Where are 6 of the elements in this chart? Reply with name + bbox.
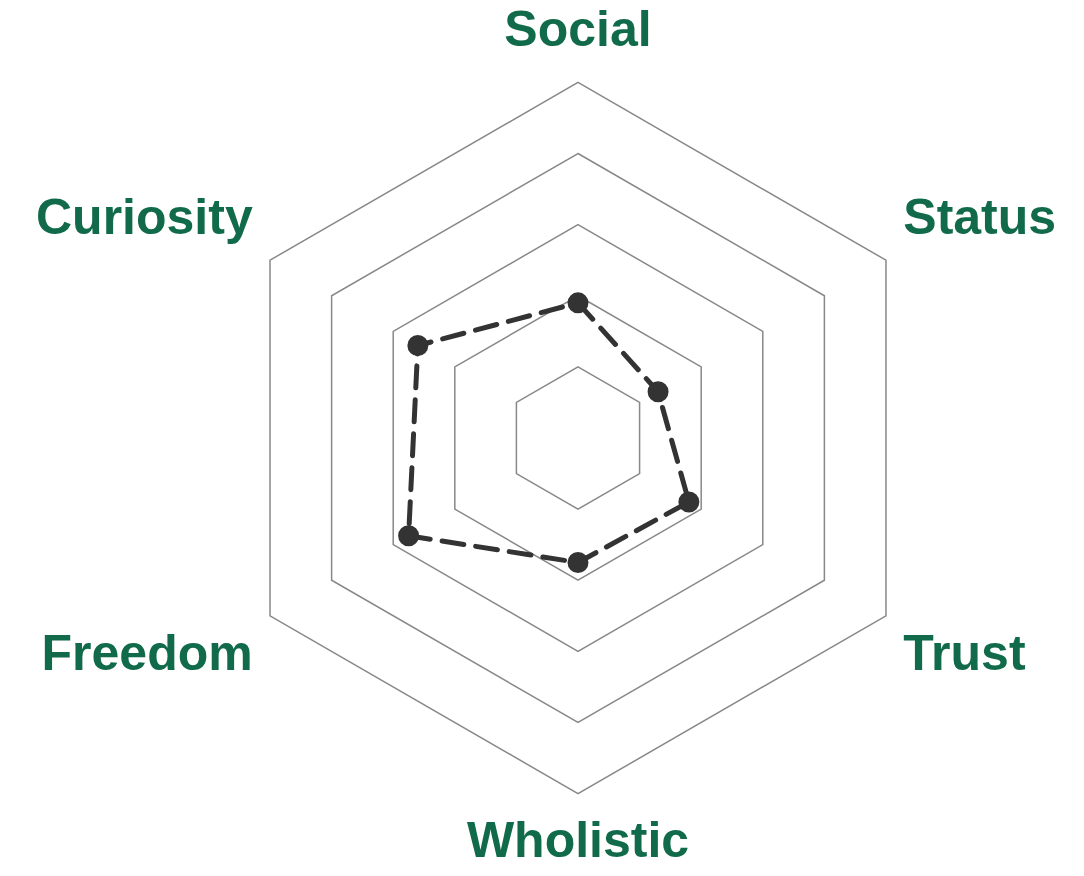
spoke-label: Trust — [903, 624, 1026, 681]
spoke-label: Freedom — [41, 624, 253, 681]
spoke-label: Social — [504, 1, 652, 58]
spoke-label: Curiosity — [36, 188, 253, 245]
spoke-label: Status — [903, 188, 1057, 245]
spoke-label: Wholistic — [466, 812, 690, 869]
